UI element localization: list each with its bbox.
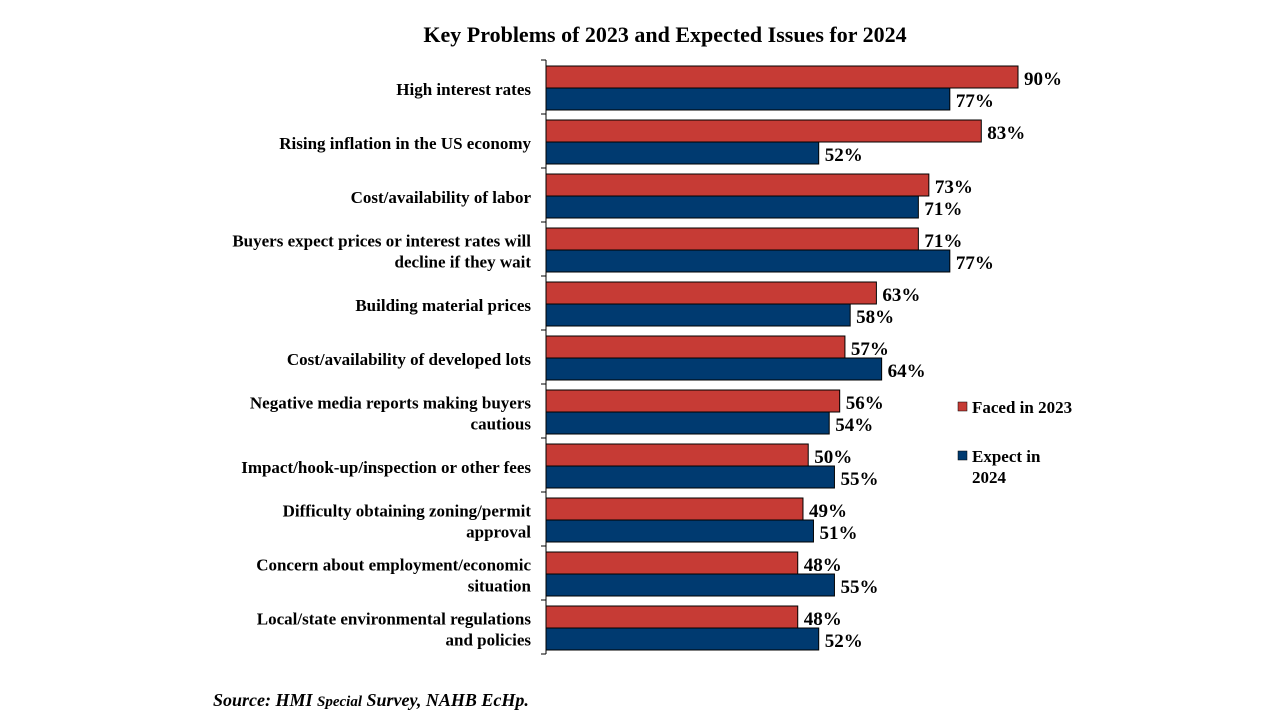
bar-2024 xyxy=(545,249,951,273)
source-suffix: Survey, NAHB EcHp. xyxy=(362,690,529,710)
category-label: Impact/hook-up/inspection or other fees xyxy=(241,458,531,477)
legend-label: Expect in xyxy=(972,447,1041,466)
data-label: 71% xyxy=(924,231,962,252)
category-label: and policies xyxy=(446,631,532,650)
category-label: Local/state environmental regulations xyxy=(257,610,532,629)
data-label: 54% xyxy=(835,415,873,436)
category-label: approval xyxy=(466,523,531,542)
category-label: Cost/availability of labor xyxy=(351,188,532,207)
bar-2024 xyxy=(545,411,830,435)
data-label: 73% xyxy=(935,177,973,198)
bar-2023 xyxy=(545,173,930,197)
data-label: 52% xyxy=(825,145,863,166)
bar-2024 xyxy=(545,195,919,219)
data-label: 71% xyxy=(924,199,962,220)
category-label: cautious xyxy=(471,415,532,434)
category-label: High interest rates xyxy=(396,80,531,99)
category-label: Building material prices xyxy=(355,296,531,315)
bar-2024 xyxy=(545,303,851,327)
data-label: 83% xyxy=(987,123,1025,144)
bar-2024 xyxy=(545,465,835,489)
data-label: 77% xyxy=(956,253,994,274)
category-label: decline if they wait xyxy=(395,253,532,272)
source-note: Source: HMI Special Survey, NAHB EcHp. xyxy=(213,690,529,711)
data-label: 51% xyxy=(819,523,857,544)
category-label: Negative media reports making buyers xyxy=(250,394,531,413)
category-label: Cost/availability of developed lots xyxy=(287,350,532,369)
legend-label: 2024 xyxy=(972,468,1007,487)
bar-2024 xyxy=(545,519,814,543)
bar-2024 xyxy=(545,87,951,111)
data-label: 55% xyxy=(840,577,878,598)
data-label: 56% xyxy=(846,393,884,414)
legend-swatch xyxy=(957,401,968,412)
data-label: 63% xyxy=(882,285,920,306)
bar-2024 xyxy=(545,627,820,651)
data-label: 52% xyxy=(825,631,863,652)
category-label: Rising inflation in the US economy xyxy=(279,134,531,153)
data-label: 49% xyxy=(809,501,847,522)
bar-2023 xyxy=(545,65,1019,89)
category-label: situation xyxy=(468,577,532,596)
data-label: 48% xyxy=(804,609,842,630)
bar-2024 xyxy=(545,141,820,165)
bar-2023 xyxy=(545,497,804,521)
bar-2023 xyxy=(545,119,982,143)
bar-2023 xyxy=(545,605,799,629)
data-label: 64% xyxy=(888,361,926,382)
bar-2024 xyxy=(545,357,883,381)
data-label: 50% xyxy=(814,447,852,468)
data-label: 58% xyxy=(856,307,894,328)
data-label: 90% xyxy=(1024,69,1062,90)
source-special: Special xyxy=(317,694,363,710)
bar-2023 xyxy=(545,335,846,359)
data-label: 77% xyxy=(956,91,994,112)
data-label: 57% xyxy=(851,339,889,360)
bar-2023 xyxy=(545,389,841,413)
category-label: Concern about employment/economic xyxy=(256,556,531,575)
source-prefix: Source: HMI xyxy=(213,690,318,710)
bar-2023 xyxy=(545,443,809,467)
legend-swatch xyxy=(957,450,968,461)
data-label: 48% xyxy=(804,555,842,576)
bar-2024 xyxy=(545,573,835,597)
data-label: 55% xyxy=(840,469,878,490)
category-label: Difficulty obtaining zoning/permit xyxy=(283,502,532,521)
category-label: Buyers expect prices or interest rates w… xyxy=(232,232,531,251)
bar-2023 xyxy=(545,551,799,575)
bar-2023 xyxy=(545,281,877,305)
bar-2023 xyxy=(545,227,919,251)
chart-title: Key Problems of 2023 and Expected Issues… xyxy=(423,22,907,47)
legend-label: Faced in 2023 xyxy=(972,398,1072,417)
